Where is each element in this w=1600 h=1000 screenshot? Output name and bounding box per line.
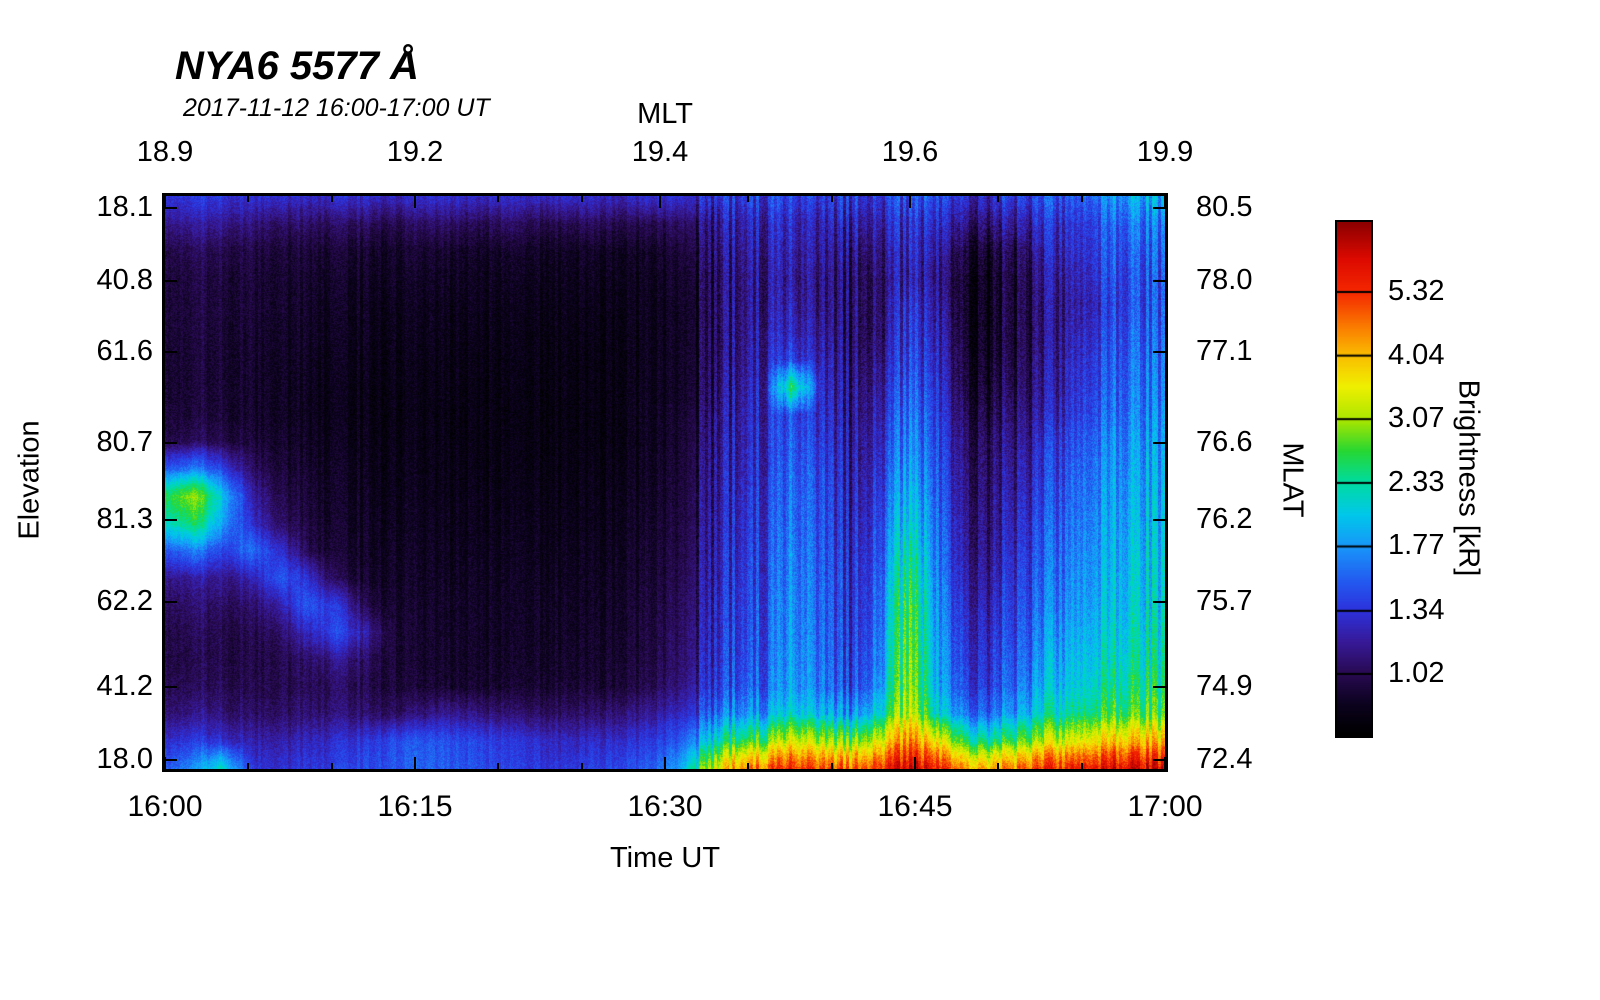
axis-tick — [165, 758, 177, 761]
left-axis-tick-labels: 18.1 40.8 61.6 80.7 81.3 62.2 41.2 18.0 — [55, 191, 153, 775]
axis-tick — [1153, 441, 1165, 444]
axis-tick — [414, 757, 416, 769]
right-axis-label: MLAT — [1276, 442, 1309, 518]
axis-tick — [1153, 601, 1165, 604]
axis-tick — [1164, 196, 1166, 208]
colorbar-canvas — [1337, 222, 1371, 736]
colorbar — [1335, 220, 1373, 738]
axis-tick — [497, 763, 500, 769]
top-axis-tick-labels: 18.9 19.2 19.4 19.6 19.9 — [137, 136, 1193, 170]
colorbar-tick-label: 1.34 — [1388, 593, 1445, 626]
bottom-tick-label: 16:15 — [377, 790, 453, 823]
axis-tick — [164, 757, 166, 769]
right-tick-label: 76.2 — [1196, 502, 1253, 535]
axis-tick — [164, 196, 166, 208]
top-tick-label: 19.9 — [1136, 136, 1194, 168]
left-tick-label: 18.1 — [96, 191, 153, 224]
top-tick-label: 19.6 — [881, 136, 939, 168]
right-tick-label: 74.9 — [1196, 670, 1253, 703]
axis-tick — [580, 763, 583, 769]
chart-title: NYA6 5577 Å — [175, 44, 419, 88]
bottom-axis-tick-labels: 16:00 16:15 16:30 16:45 17:00 — [127, 790, 1202, 826]
colorbar-label: Brightness [kR] — [1452, 379, 1485, 577]
axis-tick — [909, 196, 911, 208]
colorbar-tick-label: 3.07 — [1388, 402, 1445, 435]
left-tick-label: 62.2 — [96, 585, 153, 618]
axis-tick — [1153, 518, 1165, 521]
right-tick-label: 77.1 — [1196, 334, 1253, 367]
axis-tick — [1080, 763, 1083, 769]
axis-tick — [1153, 350, 1165, 353]
axis-tick — [1153, 686, 1165, 689]
axis-tick — [247, 763, 250, 769]
axis-tick — [330, 763, 333, 769]
axis-tick — [330, 196, 333, 202]
axis-tick — [1153, 207, 1165, 210]
axis-tick — [580, 196, 583, 202]
axis-tick — [414, 196, 416, 208]
right-tick-label: 76.6 — [1196, 425, 1253, 458]
axis-tick — [165, 518, 177, 521]
axis-tick — [497, 196, 500, 202]
left-tick-label: 80.7 — [96, 425, 153, 458]
bottom-tick-label: 16:00 — [127, 790, 203, 823]
axis-tick — [997, 763, 1000, 769]
bottom-tick-label: 16:30 — [627, 790, 703, 823]
top-tick-label: 19.4 — [631, 136, 689, 168]
right-tick-label: 80.5 — [1196, 191, 1253, 224]
plot-area — [162, 193, 1168, 772]
top-tick-label: 18.9 — [136, 136, 194, 168]
axis-tick — [1080, 196, 1083, 202]
axis-tick — [747, 196, 750, 202]
top-axis-label: MLT — [637, 98, 693, 130]
colorbar-tick-label: 1.02 — [1388, 656, 1445, 689]
heatmap-canvas — [165, 196, 1165, 769]
left-tick-label: 61.6 — [96, 334, 153, 367]
right-tick-label: 75.7 — [1196, 585, 1253, 618]
colorbar-tick-label: 4.04 — [1388, 338, 1445, 371]
axis-tick — [997, 196, 1000, 202]
axis-tick — [247, 196, 250, 202]
axis-tick — [830, 763, 833, 769]
chart-subtitle: 2017-11-12 16:00-17:00 UT — [183, 94, 490, 122]
axis-tick — [1153, 279, 1165, 282]
axis-tick — [165, 279, 177, 282]
colorbar-tick-label: 2.33 — [1388, 465, 1445, 498]
left-axis-label: Elevation — [13, 420, 46, 540]
axis-tick — [747, 763, 750, 769]
bottom-tick-label: 16:45 — [877, 790, 953, 823]
left-tick-label: 81.3 — [96, 502, 153, 535]
colorbar-tick-label: 1.77 — [1388, 529, 1445, 562]
bottom-tick-label: 17:00 — [1127, 790, 1203, 823]
left-tick-label: 40.8 — [96, 263, 153, 296]
left-tick-label: 41.2 — [96, 670, 153, 703]
axis-tick — [165, 350, 177, 353]
axis-tick — [165, 207, 177, 210]
colorbar-tick-label: 5.32 — [1388, 274, 1445, 307]
axis-tick — [1164, 757, 1166, 769]
colorbar-tick-labels: 5.32 4.04 3.07 2.33 1.77 1.34 1.02 — [1388, 222, 1478, 736]
top-tick-label: 19.2 — [386, 136, 444, 168]
axis-tick — [830, 196, 833, 202]
bottom-axis-label: Time UT — [609, 842, 721, 874]
right-tick-label: 78.0 — [1196, 263, 1253, 296]
left-tick-label: 18.0 — [96, 742, 153, 775]
axis-tick — [1153, 758, 1165, 761]
axis-tick — [165, 441, 177, 444]
axis-tick — [664, 757, 666, 769]
right-tick-label: 72.4 — [1196, 742, 1253, 775]
axis-tick — [914, 757, 916, 769]
axis-tick — [165, 601, 177, 604]
right-axis-tick-labels: 80.5 78.0 77.1 76.6 76.2 75.7 74.9 72.4 — [1180, 191, 1280, 775]
axis-tick — [165, 686, 177, 689]
axis-tick — [659, 196, 661, 208]
